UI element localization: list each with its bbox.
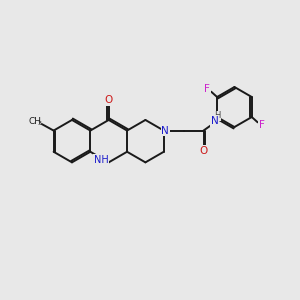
Text: 3: 3 — [37, 121, 41, 126]
Text: H: H — [214, 111, 220, 120]
Text: N: N — [211, 116, 218, 126]
Text: N: N — [161, 126, 169, 136]
Text: O: O — [105, 95, 113, 105]
Text: F: F — [204, 84, 210, 94]
Text: CH: CH — [29, 117, 42, 126]
Text: F: F — [259, 120, 265, 130]
Text: NH: NH — [94, 155, 108, 165]
Text: O: O — [200, 146, 208, 156]
